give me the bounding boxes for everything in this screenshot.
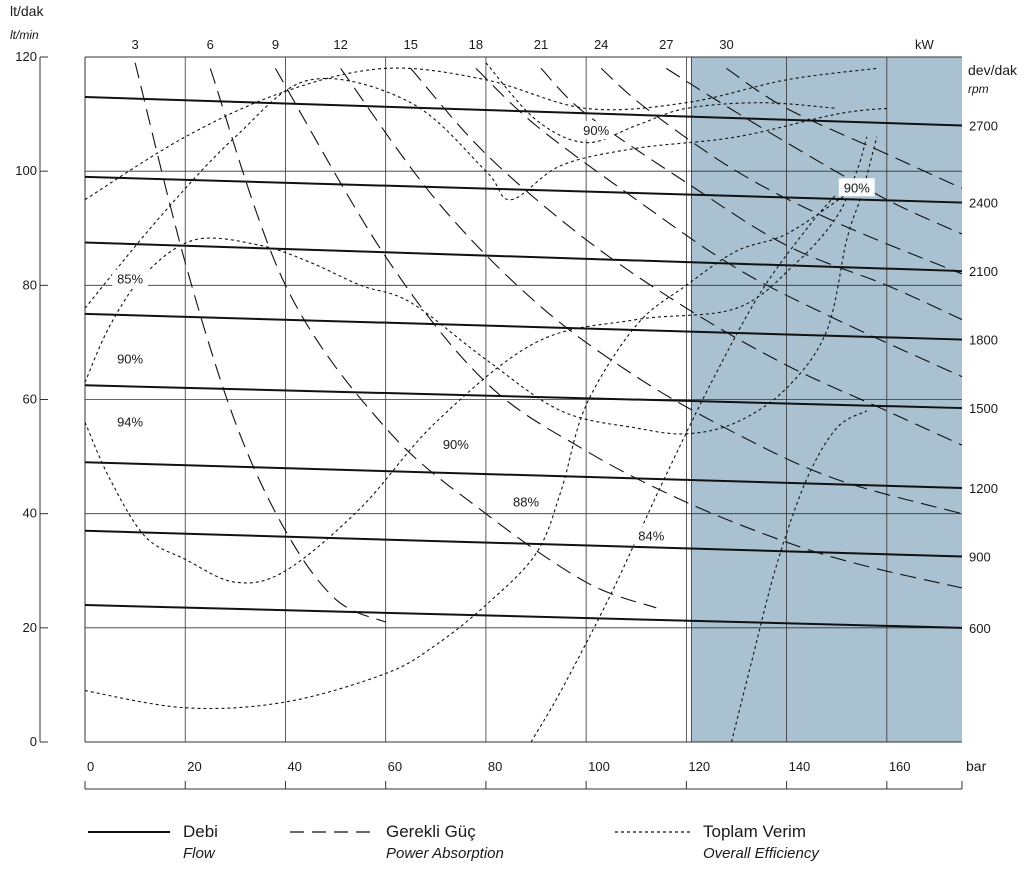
- rpm-label: 600: [969, 621, 991, 636]
- flow-line: [84, 175, 963, 204]
- efficiency-curve: [85, 136, 868, 584]
- power-curve: [410, 68, 962, 446]
- curve-label-bg: [838, 178, 875, 197]
- y-tick-label: 40: [23, 506, 37, 521]
- efficiency-curves: [85, 62, 887, 742]
- legend-efficiency-sublabel: Overall Efficiency: [703, 845, 820, 862]
- efficiency-label: 90%: [583, 123, 609, 138]
- power-top-tick: 3: [131, 37, 138, 52]
- y-tick-label: 100: [15, 163, 37, 178]
- efficiency-curve: [85, 77, 887, 309]
- flow-line: [84, 95, 963, 127]
- flow-line: [84, 529, 963, 558]
- efficiency-label: 84%: [638, 529, 664, 544]
- y-tick-label: 80: [23, 277, 37, 292]
- power-top-tick: 27: [659, 37, 673, 52]
- efficiency-curve: [730, 410, 868, 742]
- y-tick-label: 0: [30, 734, 37, 749]
- efficiency-label: 88%: [513, 494, 539, 509]
- y-tick-label: 60: [23, 392, 37, 407]
- efficiency-curve: [530, 193, 838, 742]
- right-axis-title: dev/dak: [968, 62, 1018, 78]
- power-curve: [274, 68, 962, 589]
- efficiency-curve: [85, 193, 848, 710]
- efficiency-curve: [85, 67, 877, 201]
- y-axis-title: lt/dak: [10, 3, 44, 19]
- curve-label-bg: [112, 412, 149, 431]
- grid: [39, 56, 963, 790]
- power-curve: [340, 68, 962, 515]
- power-curves: [134, 62, 962, 623]
- flow-line: [84, 604, 963, 629]
- efficiency-label: 90%: [117, 352, 143, 367]
- legend-power-sublabel: Power Absorption: [386, 845, 504, 862]
- x-tick-label: 140: [789, 759, 811, 774]
- flow-line: [84, 241, 963, 273]
- rpm-label: 1500: [969, 401, 998, 416]
- x-tick-label: 100: [588, 759, 610, 774]
- power-curve: [475, 68, 962, 378]
- power-top-tick: 9: [272, 37, 279, 52]
- power-curve: [600, 67, 962, 275]
- power-top-tick: 30: [719, 37, 733, 52]
- power-top-tick: 15: [404, 37, 418, 52]
- x-tick-label: 60: [388, 759, 402, 774]
- x-tick-label: 20: [187, 759, 201, 774]
- power-top-tick: 24: [594, 37, 608, 52]
- rpm-label: 1200: [969, 481, 998, 496]
- curve-label-bg: [437, 435, 474, 454]
- x-axis-title: bar: [966, 758, 987, 774]
- power-curve: [726, 67, 962, 189]
- legend-flow-sublabel: Flow: [183, 845, 216, 862]
- y-tick-label: 120: [15, 49, 37, 64]
- curve-label-bg: [112, 269, 149, 288]
- power-top-tick: 21: [534, 37, 548, 52]
- curve-labels: 85% 90% 94% 90% 90% 88% 84% 90%: [112, 121, 875, 545]
- x-tick-label: 160: [889, 759, 911, 774]
- efficiency-label: 90%: [443, 437, 469, 452]
- legend: Debi Flow Gerekli Güç Power Absorption T…: [88, 822, 820, 862]
- flow-line: [84, 384, 963, 410]
- curve-label-bg: [633, 526, 670, 545]
- power-top-tick: 18: [469, 37, 483, 52]
- rpm-label: 2400: [969, 196, 998, 211]
- rpm-label: 2100: [969, 264, 998, 279]
- y-axis-subtitle: lt/min: [10, 28, 39, 42]
- power-curve: [134, 62, 386, 623]
- legend-power-label: Gerekli Güç: [386, 822, 476, 841]
- power-curve: [209, 68, 657, 609]
- rpm-label: 1800: [969, 333, 998, 348]
- top-axis-unit: kW: [915, 37, 935, 52]
- efficiency-curve: [485, 62, 837, 144]
- x-tick-label: 0: [87, 759, 94, 774]
- flow-line: [84, 312, 963, 341]
- power-curve: [540, 68, 962, 321]
- efficiency-label: 94%: [117, 414, 143, 429]
- curve-label-bg: [508, 492, 545, 511]
- flow-line: [84, 461, 963, 489]
- rpm-label: 2700: [969, 119, 998, 134]
- y-tick-label: 20: [23, 620, 37, 635]
- rpm-label: 900: [969, 549, 991, 564]
- x-tick-label: 120: [688, 759, 710, 774]
- power-top-tick: 6: [207, 37, 214, 52]
- efficiency-label: 85%: [117, 272, 143, 287]
- efficiency-label: 90%: [844, 180, 870, 195]
- power-curve: [666, 67, 962, 235]
- curve-label-bg: [112, 349, 149, 368]
- x-tick-label: 40: [287, 759, 301, 774]
- legend-efficiency-label: Toplam Verim: [703, 822, 806, 841]
- x-tick-label: 80: [488, 759, 502, 774]
- flow-curves: [84, 95, 963, 629]
- efficiency-curve: [85, 136, 878, 435]
- power-top-tick: 12: [333, 37, 347, 52]
- curve-label-bg: [578, 121, 615, 140]
- legend-flow-label: Debi: [183, 822, 218, 841]
- right-axis-subtitle: rpm: [968, 82, 989, 96]
